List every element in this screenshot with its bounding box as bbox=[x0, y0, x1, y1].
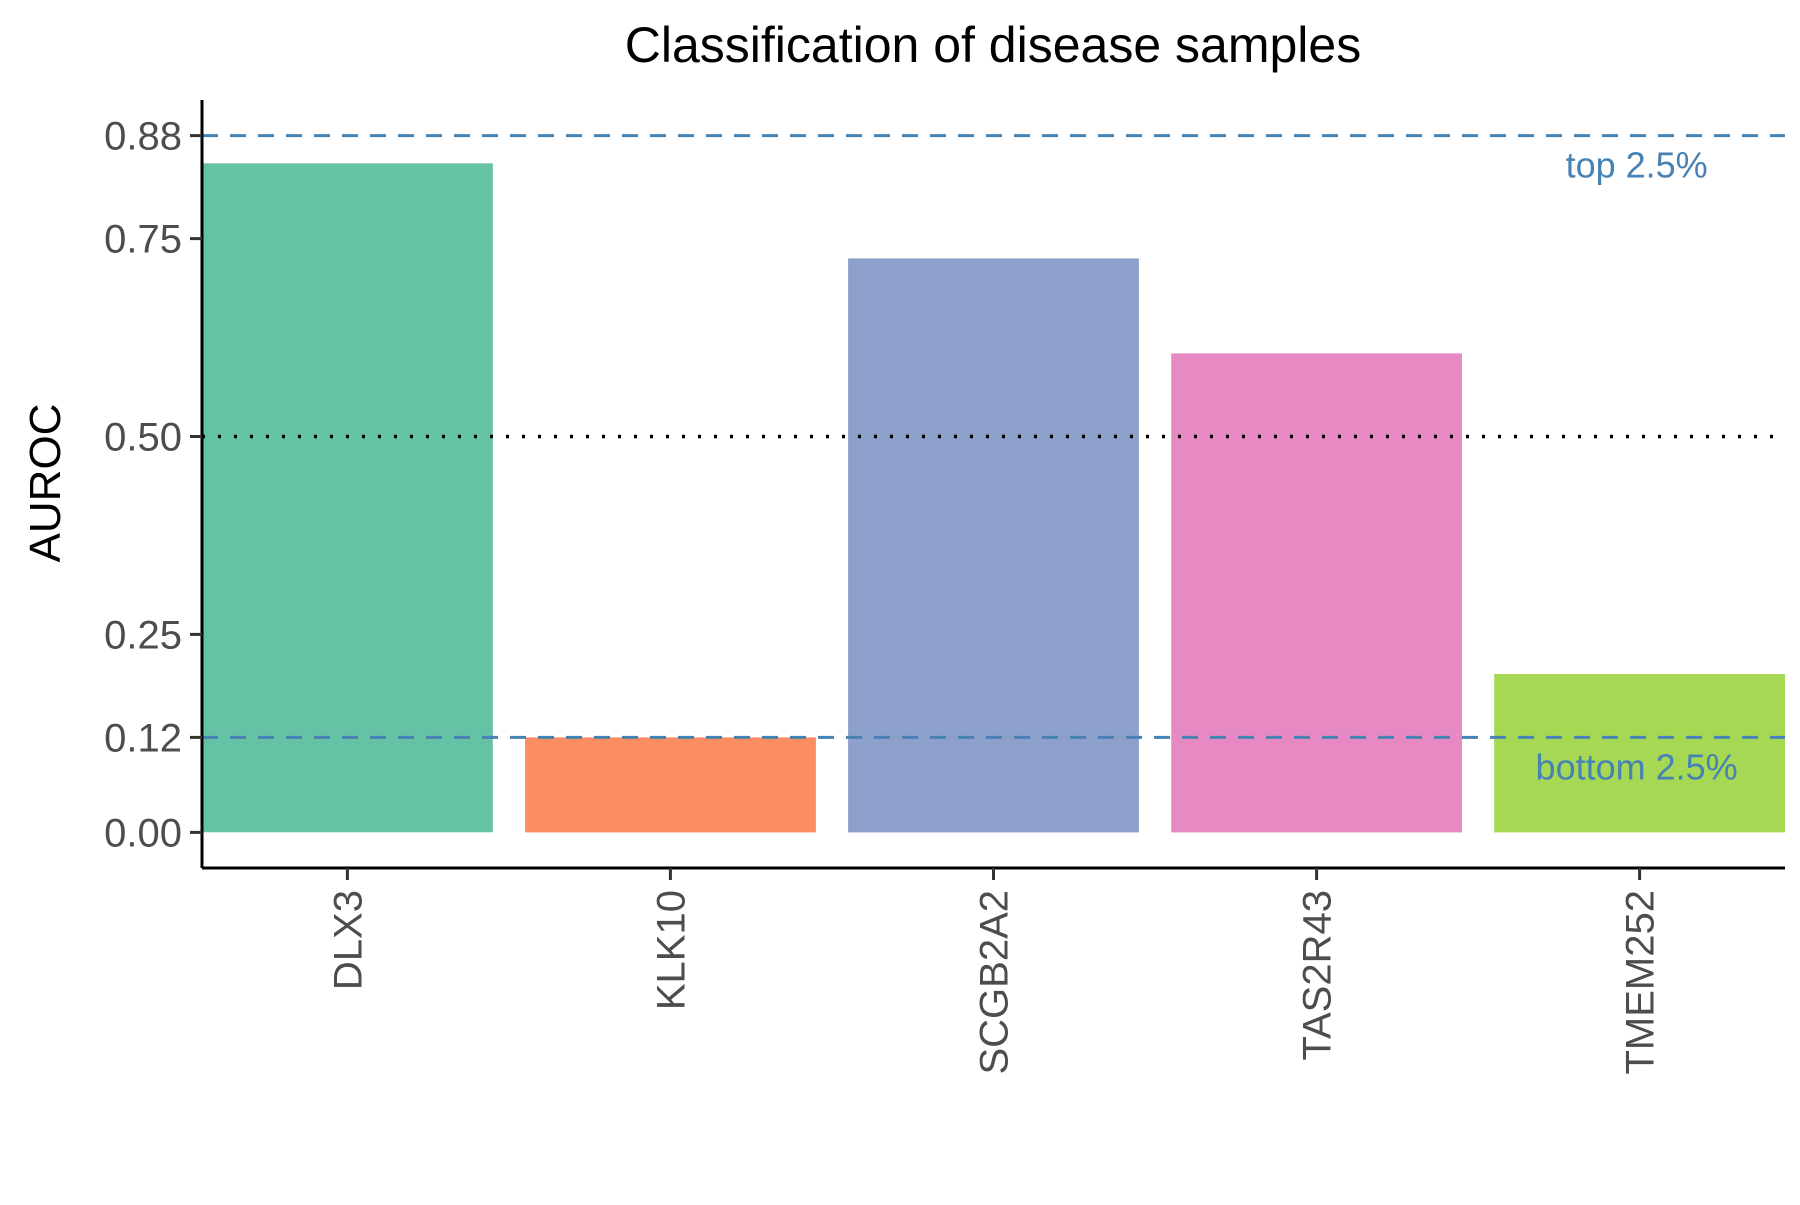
annotation-top-2-5: top 2.5% bbox=[1566, 145, 1708, 186]
bar-scgb2a2 bbox=[848, 258, 1139, 833]
y-tick-label-0-25: 0.25 bbox=[104, 613, 182, 657]
y-axis-title: AUROC bbox=[21, 404, 70, 563]
x-tick-label-tas2r43: TAS2R43 bbox=[1296, 890, 1340, 1060]
x-tick-label-klk10: KLK10 bbox=[649, 890, 693, 1010]
chart-title: Classification of disease samples bbox=[625, 17, 1361, 73]
plot-area: top 2.5% bottom 2.5% 0.00 0.12 0.25 0.50 0.75 0… bbox=[104, 100, 1785, 1075]
bar-tmem252 bbox=[1494, 674, 1785, 833]
y-tick-label-0-12: 0.12 bbox=[104, 716, 182, 760]
x-tick-label-scgb2a2: SCGB2A2 bbox=[973, 890, 1017, 1075]
bar-dlx3 bbox=[202, 163, 493, 833]
x-tick-label-dlx3: DLX3 bbox=[326, 890, 370, 990]
bar-klk10 bbox=[525, 737, 816, 833]
y-tick-label-0-00: 0.00 bbox=[104, 811, 182, 855]
x-tick-label-tmem252: TMEM252 bbox=[1619, 890, 1663, 1075]
annotation-bottom-2-5: bottom 2.5% bbox=[1536, 746, 1738, 787]
y-tick-label-0-75: 0.75 bbox=[104, 218, 182, 262]
y-tick-label-0-88: 0.88 bbox=[104, 115, 182, 159]
y-tick-label-0-50: 0.50 bbox=[104, 416, 182, 460]
bar-tas2r43 bbox=[1171, 353, 1462, 833]
